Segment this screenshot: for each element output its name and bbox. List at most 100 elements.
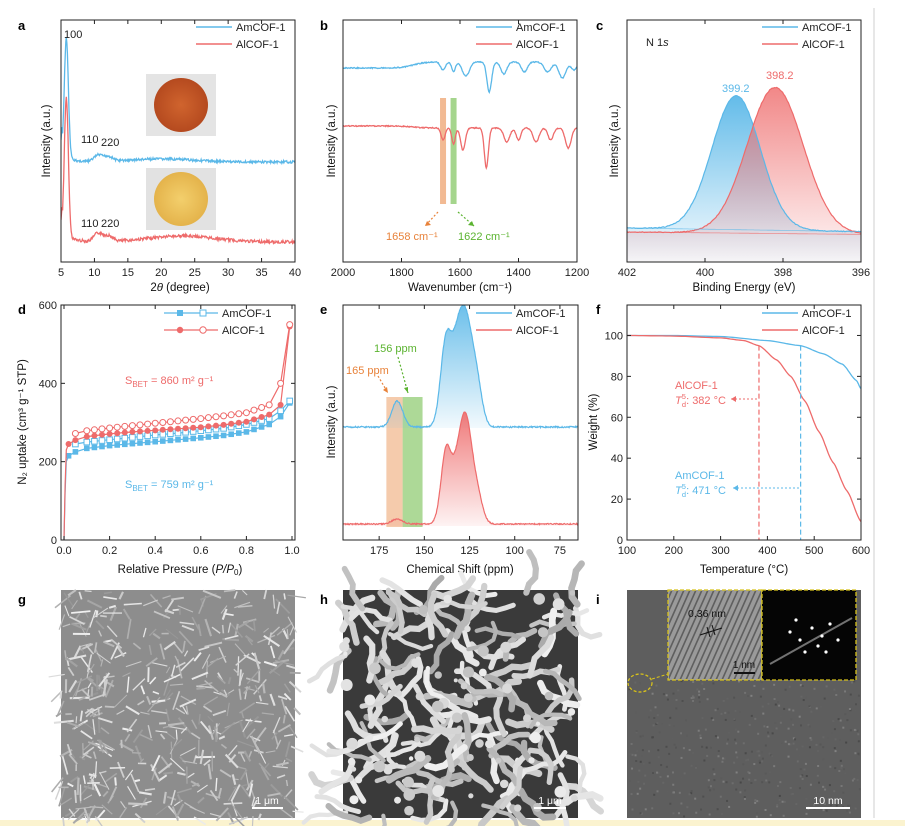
texture-grain xyxy=(800,724,803,727)
texture-flake xyxy=(198,595,207,615)
x-tick-label: 400 xyxy=(696,267,714,279)
texture-flake xyxy=(78,591,83,600)
texture-grain xyxy=(756,800,759,803)
texture-grain xyxy=(704,804,707,807)
texture-flake xyxy=(163,673,181,683)
texture-grain xyxy=(776,784,779,787)
texture-flake xyxy=(102,790,109,798)
film-photo-alcof xyxy=(146,168,216,230)
texture-nodule xyxy=(381,715,388,723)
texture-flake xyxy=(97,707,101,716)
band-label-1658: 1658 cm⁻¹ xyxy=(386,231,438,243)
texture-grain xyxy=(684,700,687,703)
texture-grain xyxy=(828,784,831,787)
texture-fiber xyxy=(424,665,451,704)
texture-flake xyxy=(66,721,80,728)
texture-flake xyxy=(93,783,102,797)
texture-grain xyxy=(851,681,854,684)
texture-grain xyxy=(709,785,712,788)
x-tick-label: 300 xyxy=(711,545,729,557)
texture-grain xyxy=(747,758,750,761)
desorption-point xyxy=(144,420,152,428)
x-tick-label: 20 xyxy=(155,267,167,279)
saed-spot xyxy=(798,638,802,642)
bet-label-amcof: SBET = 759 m² g⁻¹ xyxy=(125,479,214,493)
texture-flake xyxy=(205,792,221,799)
texture-grain xyxy=(778,704,781,707)
texture-grain xyxy=(833,790,836,793)
texture-grain xyxy=(744,752,747,755)
texture-flake xyxy=(132,729,144,744)
texture-grain xyxy=(722,780,725,783)
texture-flake xyxy=(56,700,65,717)
texture-grain xyxy=(707,786,710,789)
adsorption-point xyxy=(106,442,113,449)
texture-grain xyxy=(787,755,790,758)
texture-flake xyxy=(165,666,171,674)
texture-flake xyxy=(55,712,63,718)
texture-flake xyxy=(80,730,93,740)
texture-grain xyxy=(849,693,852,696)
texture-flake xyxy=(227,811,235,825)
texture-flake xyxy=(51,777,64,793)
texture-grain xyxy=(760,681,763,684)
texture-nodule xyxy=(383,765,393,775)
adsorption-point xyxy=(277,401,284,408)
texture-flake xyxy=(74,612,81,620)
texture-fiber xyxy=(359,721,386,763)
texture-nodule xyxy=(477,645,489,657)
texture-flake xyxy=(67,589,77,597)
texture-grain xyxy=(642,734,645,737)
texture-grain xyxy=(794,738,797,741)
adsorption-point xyxy=(91,432,98,439)
texture-flake xyxy=(219,769,232,778)
band-label-1622: 1622 cm⁻¹ xyxy=(458,231,510,243)
texture-flake xyxy=(172,608,179,612)
adsorption-point xyxy=(251,416,257,423)
texture-flake xyxy=(227,622,232,633)
texture-grain xyxy=(710,717,713,720)
texture-flake xyxy=(272,594,276,609)
texture-grain xyxy=(631,808,634,811)
texture-flake xyxy=(182,760,198,765)
texture-nodule xyxy=(414,750,426,762)
peak-label-220-alcof: 220 xyxy=(101,218,119,230)
texture-flake xyxy=(275,761,289,767)
texture-flake xyxy=(102,640,115,648)
texture-flake xyxy=(212,722,221,735)
texture-flake xyxy=(176,803,185,817)
adsorption-point xyxy=(213,422,219,429)
texture-grain xyxy=(777,701,780,704)
texture-grain xyxy=(692,699,695,702)
texture-fiber xyxy=(427,631,455,675)
texture-flake xyxy=(53,719,74,724)
x-tick-label: 600 xyxy=(852,545,870,557)
texture-grain xyxy=(755,815,758,818)
x-tick-label: 30 xyxy=(222,267,234,279)
texture-grain xyxy=(842,726,845,729)
texture-nodule xyxy=(495,757,502,764)
texture-flake xyxy=(64,656,78,668)
x-tick-label: 100 xyxy=(618,545,636,557)
texture-flake xyxy=(265,750,276,754)
desorption-point xyxy=(98,437,106,444)
texture-grain xyxy=(834,750,837,753)
adsorption-point xyxy=(122,441,128,448)
desorption-point xyxy=(144,432,151,440)
texture-grain xyxy=(816,774,819,777)
panel-h: h 1 μm xyxy=(301,549,604,826)
texture-grain xyxy=(657,749,660,752)
plot-frame xyxy=(60,19,296,263)
texture-flake xyxy=(175,707,186,715)
texture-grain xyxy=(781,742,784,745)
texture-flake xyxy=(287,594,306,599)
texture-fiber xyxy=(373,620,394,666)
texture-grain xyxy=(857,740,860,743)
highlight-band-165ppm xyxy=(386,397,403,527)
texture-grain xyxy=(660,722,663,725)
texture-grain xyxy=(808,746,811,749)
annotation-arrow-1658 xyxy=(424,211,439,227)
peak-label-100: 100 xyxy=(64,29,82,41)
texture-flake xyxy=(92,712,103,718)
